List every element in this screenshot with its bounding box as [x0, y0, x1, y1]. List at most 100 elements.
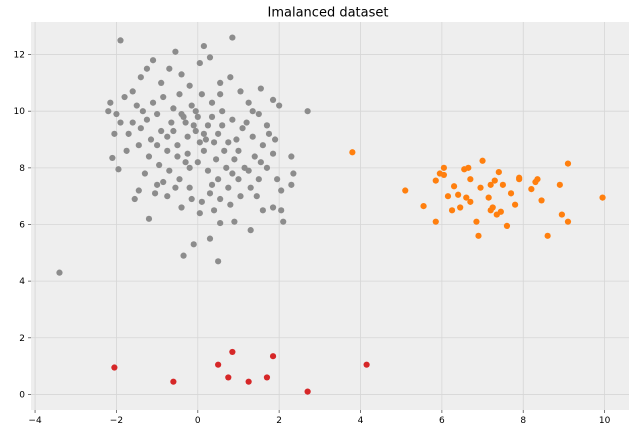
y-tick-label: 8 [19, 164, 25, 174]
scatter-point [192, 108, 199, 115]
scatter-point [168, 119, 175, 126]
scatter-point [219, 108, 226, 115]
scatter-point [188, 195, 195, 203]
scatter-point [164, 133, 171, 140]
scatter-point [196, 139, 203, 146]
scatter-point [135, 142, 142, 149]
scatter-point [212, 156, 220, 163]
series-1 [349, 149, 606, 239]
scatter-point [154, 142, 161, 149]
scatter-point [257, 85, 264, 92]
scatter-point [196, 59, 203, 67]
scatter-point [198, 198, 205, 205]
scatter-point [235, 176, 242, 183]
scatter-point [229, 170, 236, 177]
scatter-point [215, 130, 222, 137]
scatter-point [440, 164, 448, 171]
scatter-point [263, 122, 271, 129]
scatter-point [274, 176, 281, 183]
scatter-point [141, 170, 149, 177]
scatter-point [271, 136, 279, 143]
y-tick-label: 12 [14, 51, 25, 61]
scatter-point [154, 181, 161, 188]
scatter-point [511, 201, 519, 208]
scatter-point [450, 183, 458, 190]
scatter-point [233, 136, 240, 143]
x-tick-label: 6 [439, 416, 445, 426]
scatter-point [249, 108, 256, 115]
scatter-point [206, 54, 214, 61]
scatter-point [265, 130, 273, 137]
scatter-point [288, 181, 295, 188]
scatter-point [184, 150, 191, 157]
scatter-point [503, 222, 511, 230]
scatter-point [465, 164, 472, 171]
scatter-point [497, 208, 504, 215]
scatter-point [145, 215, 153, 222]
axes [28, 54, 605, 413]
scatter-point [164, 147, 171, 154]
scatter-point [444, 193, 452, 200]
scatter-point [448, 207, 456, 214]
scatter-point [194, 113, 201, 120]
scatter-point [147, 136, 155, 143]
scatter-point [139, 108, 146, 115]
scatter-point [558, 211, 565, 218]
scatter-point [225, 374, 232, 381]
scatter-point [206, 190, 214, 197]
chart-title: Imalanced dataset [268, 6, 389, 21]
scatter-point [440, 171, 448, 179]
x-tick-label: −4 [28, 416, 42, 426]
scatter-point [129, 119, 136, 126]
scatter-point [107, 99, 114, 106]
scatter-point [247, 227, 254, 234]
plot-area [31, 22, 629, 410]
scatter-point [166, 167, 173, 174]
scatter-point [172, 48, 179, 55]
scatter-point [235, 147, 242, 154]
scatter-point [432, 218, 439, 225]
scatter-point [237, 88, 244, 95]
y-tick-label: 10 [14, 107, 26, 117]
scatter-point [200, 130, 207, 137]
scatter-point [564, 160, 572, 167]
scatter-point [117, 37, 124, 44]
x-tick-labels: −4 −2 0 2 4 6 8 10 [28, 416, 610, 426]
scatter-point [253, 193, 260, 200]
scatter-point [278, 187, 285, 194]
scatter-point [149, 99, 157, 106]
scatter-point [123, 147, 130, 154]
scatter-point [249, 133, 256, 140]
scatter-point [178, 204, 185, 211]
y-tick-label: 0 [19, 390, 25, 400]
x-tick-label: 2 [276, 416, 282, 426]
scatter-point [56, 269, 63, 276]
scatter-point [363, 361, 370, 368]
scatter-point [170, 378, 177, 385]
scatter-point [495, 169, 502, 176]
scatter-point [204, 167, 212, 174]
scatter-point [143, 116, 151, 123]
scatter-point [131, 195, 138, 203]
scatter-point [467, 176, 474, 183]
scatter-point [467, 198, 474, 205]
scatter-point [544, 232, 551, 239]
scatter-point [217, 91, 224, 98]
scatter-point [192, 127, 199, 135]
scatter-point [160, 93, 167, 101]
scatter-point [204, 122, 212, 129]
scatter-point [231, 218, 238, 225]
scatter-point [247, 184, 254, 191]
scatter-point [117, 119, 124, 126]
scatter-point [304, 388, 311, 395]
series-2 [111, 348, 370, 395]
scatter-point [534, 176, 541, 183]
scatter-point [269, 150, 277, 157]
scatter-point [479, 157, 486, 164]
scatter-point [245, 378, 252, 385]
scatter-point [219, 122, 226, 129]
scatter-point [259, 142, 266, 149]
scatter-point [125, 130, 132, 137]
scatter-point [111, 364, 118, 371]
